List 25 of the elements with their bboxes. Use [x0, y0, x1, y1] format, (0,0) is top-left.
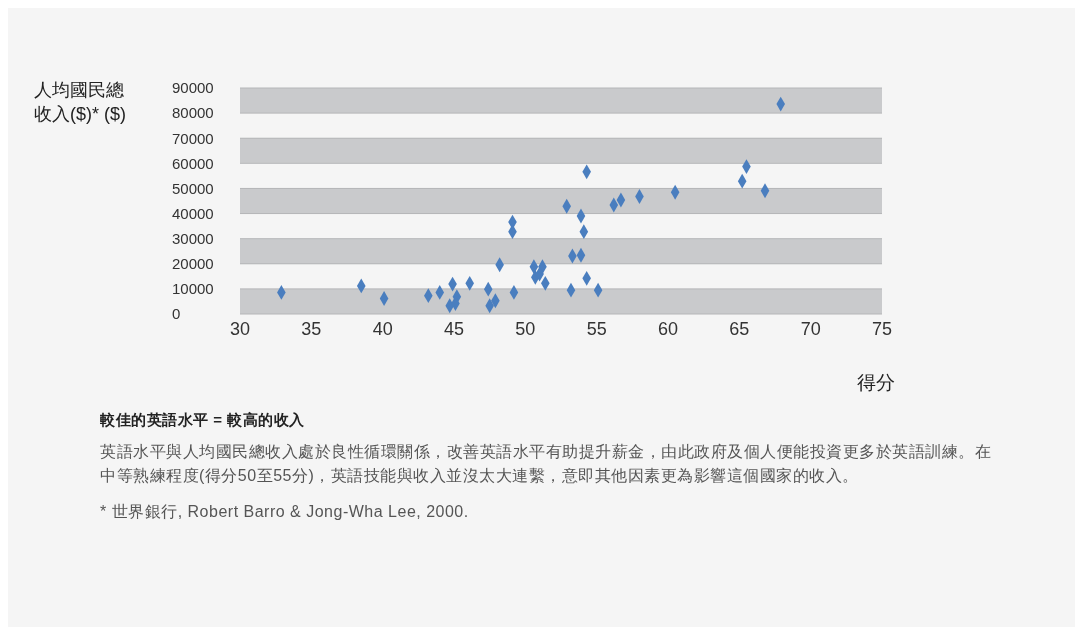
x-tick-label: 50: [515, 318, 536, 339]
y-tick-label: 40000: [172, 204, 214, 222]
x-tick-label: 40: [372, 318, 393, 339]
y-axis-title: 人均國民總收入($)* ($): [34, 79, 127, 126]
x-tick-label: 35: [301, 318, 322, 339]
y-tick-label: 30000: [172, 229, 214, 247]
x-tick-label: 60: [657, 318, 679, 339]
x-tick-label: 65: [729, 318, 750, 339]
y-tick-label: 50000: [172, 179, 214, 197]
y-tick-label: 70000: [172, 129, 214, 147]
text: 較佳的英語水平 = 較高的收入: [100, 410, 306, 430]
x-axis-title: 得分: [857, 371, 895, 395]
y-tick-label: 0: [172, 305, 181, 323]
y-tick-label: 60000: [172, 154, 214, 172]
text: * 世界銀行, Robert Barro & Jong-Wha Lee, 2000.: [100, 502, 470, 522]
x-tick-label: 75: [871, 318, 893, 339]
x-tick-label: 70: [800, 318, 821, 339]
y-tick-label: 80000: [172, 104, 214, 122]
x-tick-label: 55: [586, 318, 607, 339]
x-tick-label: 30: [229, 318, 251, 339]
text: 英語水平與人均國民總收入處於良性循環關係，改善英語水平有助提升薪金，由此政府及個人便能投資更多於英語訓練。在中等熟練程度(得分50至55分)，英語技能與收入並沒太大連繫，意即其他因素更為影響這個國家的收入。: [100, 442, 992, 486]
y-tick-label: 10000: [172, 280, 214, 298]
x-tick-label: 45: [443, 318, 465, 339]
y-tick-label: 90000: [172, 79, 214, 97]
y-tick-label: 20000: [172, 255, 214, 273]
